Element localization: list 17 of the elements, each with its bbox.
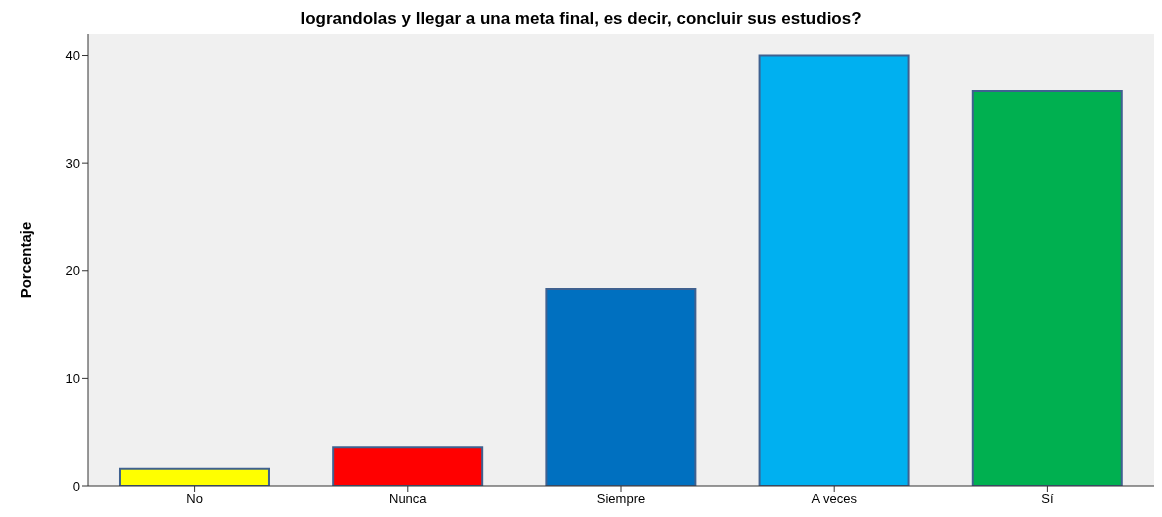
x-tick-label: A veces: [811, 491, 858, 507]
y-axis-title: Porcentaje: [17, 221, 35, 299]
x-tick-label: Sí: [1041, 491, 1054, 507]
bar: [545, 288, 697, 486]
bar: [118, 467, 270, 486]
bar: [332, 446, 484, 486]
chart-title: lograndolas y llegar a una meta final, es decir, concluir sus estudios?: [299, 8, 863, 30]
y-tick-label: 0: [72, 478, 80, 494]
x-tick-label: Siempre: [596, 491, 646, 507]
y-tick-label: 40: [65, 48, 80, 64]
y-tick-label: 10: [65, 371, 80, 386]
bar: [758, 54, 910, 486]
x-tick-label: No: [186, 491, 203, 507]
y-tick-label: 20: [65, 263, 80, 279]
x-tick-label: Nunca: [389, 491, 428, 507]
bar: [971, 90, 1123, 486]
y-tick-label: 30: [65, 155, 80, 171]
